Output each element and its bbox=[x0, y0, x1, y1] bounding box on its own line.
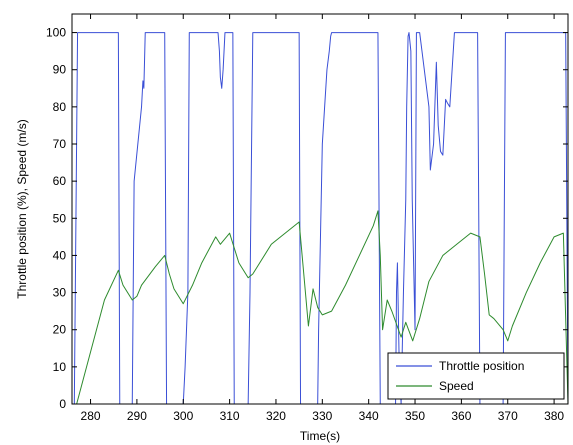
y-tick-label: 40 bbox=[53, 248, 67, 262]
x-tick-label: 320 bbox=[266, 409, 286, 423]
y-tick-label: 10 bbox=[53, 360, 67, 374]
x-tick-label: 300 bbox=[173, 409, 193, 423]
y-axis-label: Throttle position (%), Speed (m/s) bbox=[15, 119, 29, 298]
y-tick-label: 80 bbox=[53, 100, 67, 114]
y-tick-label: 50 bbox=[53, 211, 67, 225]
y-tick-label: 0 bbox=[59, 397, 66, 411]
legend-box bbox=[387, 352, 565, 400]
y-tick-label: 90 bbox=[53, 63, 67, 77]
x-axis-label: Time(s) bbox=[300, 429, 340, 443]
y-tick-label: 30 bbox=[53, 286, 67, 300]
plot-border bbox=[71, 13, 569, 405]
y-tick-label: 60 bbox=[53, 174, 67, 188]
series-line-speed bbox=[76, 210, 568, 404]
x-tick-label: 310 bbox=[220, 409, 240, 423]
y-tick-label: 100 bbox=[46, 26, 66, 40]
y-tick-label: 20 bbox=[53, 323, 67, 337]
legend-entry-throttle: Throttle position bbox=[439, 359, 524, 373]
y-tick-label: 70 bbox=[53, 137, 67, 151]
legend-entry-speed: Speed bbox=[439, 379, 474, 393]
x-tick-label: 350 bbox=[405, 409, 425, 423]
x-tick-label: 370 bbox=[498, 409, 518, 423]
x-tick-label: 280 bbox=[81, 409, 101, 423]
plot-area bbox=[72, 14, 568, 404]
x-tick-label: 340 bbox=[359, 409, 379, 423]
series-line-throttle bbox=[73, 32, 568, 404]
x-tick-label: 380 bbox=[544, 409, 564, 423]
legend: Throttle position Speed bbox=[387, 352, 565, 400]
x-tick-label: 330 bbox=[312, 409, 332, 423]
x-tick-label: 290 bbox=[127, 409, 147, 423]
x-tick-label: 360 bbox=[451, 409, 471, 423]
